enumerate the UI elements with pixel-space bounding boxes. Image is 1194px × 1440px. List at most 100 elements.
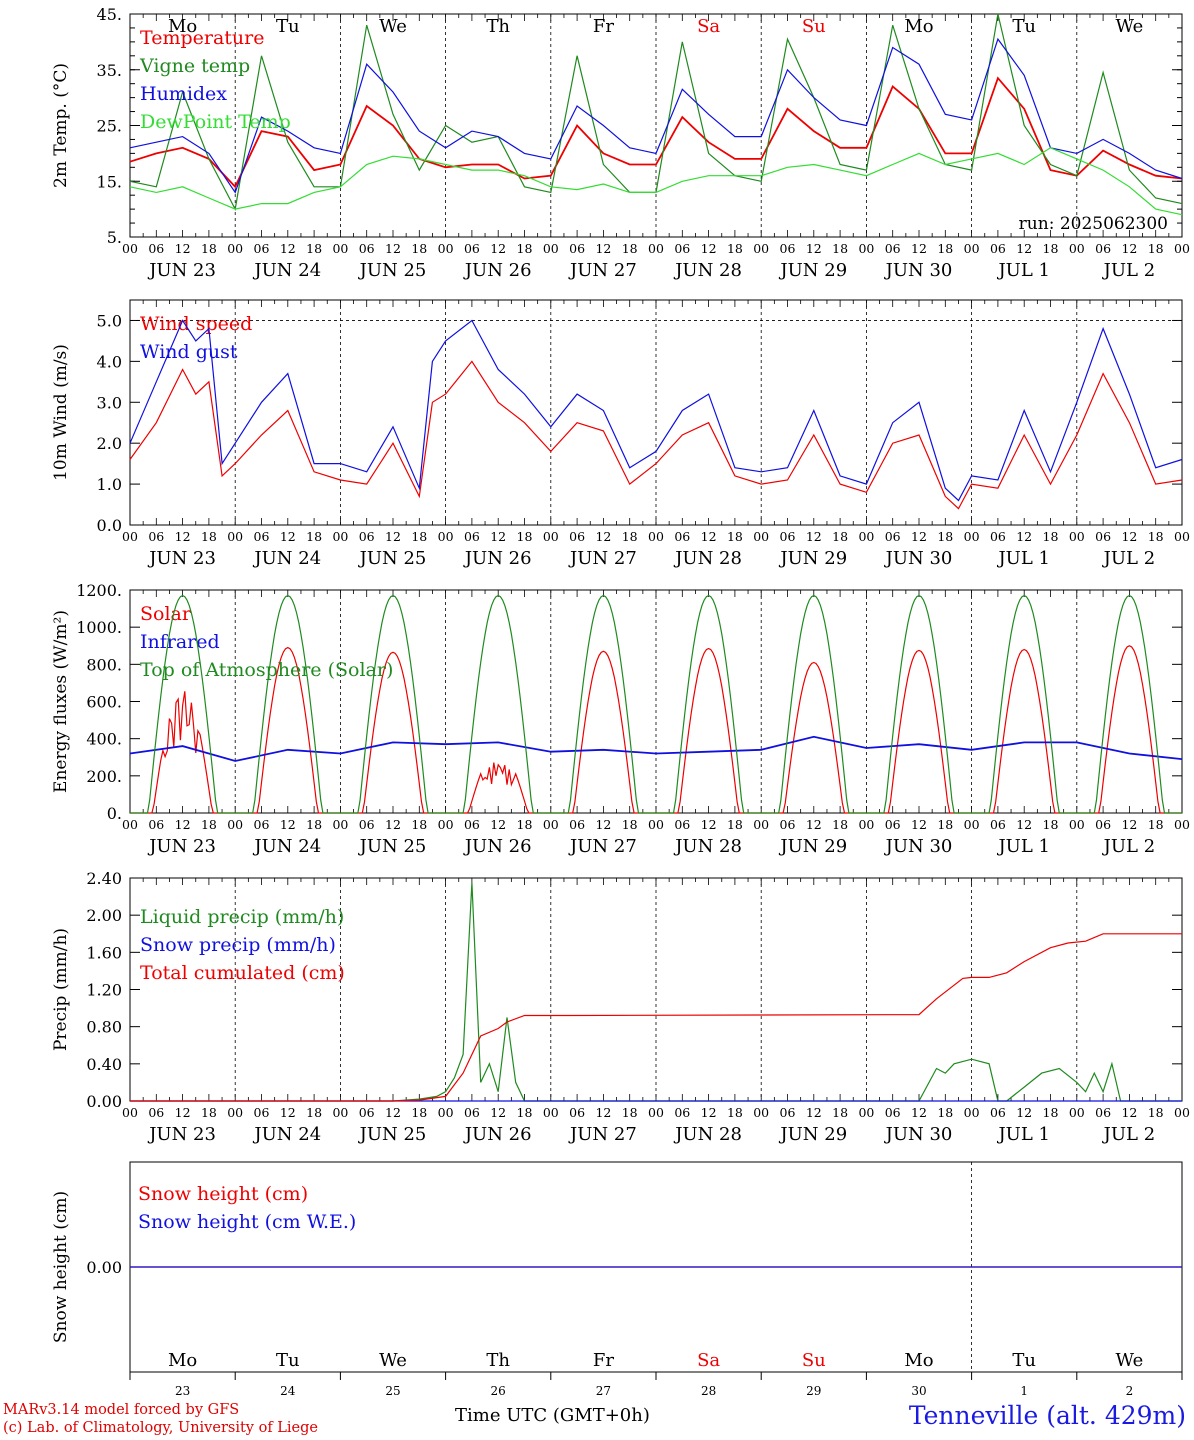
hour-tick-label: 18 — [832, 529, 848, 544]
day-number: 28 — [701, 1384, 716, 1398]
y-tick-label: 0.00 — [86, 1258, 122, 1277]
hour-tick-label: 12 — [701, 1105, 717, 1120]
hour-tick-label: 12 — [806, 529, 822, 544]
hour-tick-label: 12 — [806, 817, 822, 832]
series-line-3 — [129, 147, 1183, 216]
hour-tick-label: 12 — [175, 241, 191, 256]
hour-tick-label: 18 — [306, 817, 322, 832]
hour-tick-label: 18 — [411, 817, 427, 832]
hour-tick-label: 06 — [990, 1105, 1006, 1120]
hour-tick-label: 18 — [306, 529, 322, 544]
y-tick-label: 25. — [97, 117, 122, 136]
hour-tick-label: 06 — [254, 817, 270, 832]
hour-tick-label: 00 — [753, 529, 769, 544]
date-label: JUN 26 — [463, 1124, 532, 1145]
day-number: 23 — [175, 1384, 190, 1398]
hour-tick-label: 06 — [674, 817, 690, 832]
hour-tick-label: 00 — [332, 1105, 348, 1120]
legend-entry: Infrared — [140, 631, 220, 653]
hour-tick-label: 00 — [543, 817, 559, 832]
hour-tick-label: 18 — [411, 529, 427, 544]
y-tick-label: 4.0 — [97, 352, 122, 371]
hour-tick-label: 18 — [1043, 1105, 1059, 1120]
hour-tick-label: 18 — [727, 1105, 743, 1120]
credit-model: MARv3.14 model forced by GFS — [3, 1402, 240, 1418]
date-label: JUN 23 — [147, 836, 216, 857]
hour-tick-label: 06 — [464, 241, 480, 256]
day-number: 30 — [911, 1384, 926, 1398]
date-label: JUN 24 — [252, 260, 321, 281]
day-number: 29 — [806, 1384, 821, 1398]
weekday-label: We — [1116, 16, 1144, 37]
date-label: JUN 30 — [884, 548, 953, 569]
hour-tick-label: 00 — [122, 241, 138, 256]
hour-tick-label: 18 — [622, 1105, 638, 1120]
hour-tick-label: 18 — [517, 817, 533, 832]
hour-tick-label: 12 — [806, 1105, 822, 1120]
series-line-0 — [130, 882, 1182, 1102]
hour-tick-label: 06 — [780, 1105, 796, 1120]
hour-tick-label: 12 — [1121, 1105, 1137, 1120]
hour-tick-label: 18 — [201, 529, 217, 544]
hour-tick-label: 06 — [148, 241, 164, 256]
hour-tick-label: 06 — [148, 1105, 164, 1120]
hour-tick-label: 00 — [1174, 241, 1190, 256]
date-label: JUN 25 — [358, 1124, 427, 1145]
y-tick-label: 400. — [86, 730, 122, 749]
hour-tick-label: 12 — [701, 529, 717, 544]
y-tick-label: 1000. — [76, 618, 122, 637]
hour-tick-label: 06 — [464, 817, 480, 832]
date-label: JUN 30 — [884, 260, 953, 281]
hour-tick-label: 12 — [911, 241, 927, 256]
y-tick-label: 0.0 — [97, 516, 122, 535]
hour-tick-label: 18 — [201, 1105, 217, 1120]
hour-tick-label: 00 — [964, 1105, 980, 1120]
y-tick-label: 3.0 — [97, 393, 122, 412]
date-label: JUN 27 — [568, 548, 637, 569]
hour-tick-label: 18 — [832, 1105, 848, 1120]
series-line-1 — [129, 735, 1183, 762]
y-tick-label: 0.80 — [86, 1018, 122, 1037]
hour-tick-label: 06 — [1095, 817, 1111, 832]
hour-tick-label: 00 — [438, 1105, 454, 1120]
legend-entry: Wind gust — [140, 341, 238, 363]
hour-tick-label: 12 — [490, 817, 506, 832]
hour-tick-label: 06 — [674, 529, 690, 544]
credit-lab: (c) Lab. of Climatology, University of L… — [3, 1420, 318, 1436]
weekday-label: Tu — [1012, 1350, 1036, 1371]
hour-tick-label: 06 — [569, 529, 585, 544]
weekday-label: Mo — [904, 16, 933, 37]
date-label: JUN 29 — [778, 548, 847, 569]
hour-tick-label: 00 — [122, 1105, 138, 1120]
hour-tick-label: 00 — [1174, 1105, 1190, 1120]
hour-tick-label: 00 — [753, 817, 769, 832]
hour-tick-label: 06 — [464, 529, 480, 544]
hour-tick-label: 00 — [438, 817, 454, 832]
weekday-label: Sa — [697, 1350, 720, 1371]
hour-tick-label: 00 — [227, 1105, 243, 1120]
hour-tick-label: 12 — [595, 817, 611, 832]
hour-tick-label: 18 — [1043, 241, 1059, 256]
hour-tick-label: 00 — [227, 241, 243, 256]
legend-entry: Liquid precip (mm/h) — [140, 906, 344, 928]
date-label: JUL 1 — [996, 548, 1050, 569]
hour-tick-label: 18 — [201, 241, 217, 256]
legend-entry: Snow precip (mm/h) — [140, 934, 336, 956]
hour-tick-label: 00 — [332, 241, 348, 256]
date-label: JUN 29 — [778, 260, 847, 281]
date-label: JUN 28 — [673, 836, 742, 857]
hour-tick-label: 18 — [832, 817, 848, 832]
day-number: 2 — [1126, 1384, 1134, 1398]
day-number: 26 — [491, 1384, 506, 1398]
hour-tick-label: 18 — [1148, 1105, 1164, 1120]
hour-tick-label: 06 — [990, 529, 1006, 544]
hour-tick-label: 06 — [148, 817, 164, 832]
y-tick-label: 1.60 — [86, 943, 122, 962]
legend-entry: Total cumulated (cm) — [140, 962, 345, 984]
hour-tick-label: 06 — [1095, 1105, 1111, 1120]
weekday-label: Sa — [697, 16, 720, 37]
hour-tick-label: 06 — [885, 817, 901, 832]
hour-tick-label: 12 — [280, 241, 296, 256]
date-label: JUL 2 — [1102, 836, 1156, 857]
series-line-0 — [129, 76, 1183, 189]
